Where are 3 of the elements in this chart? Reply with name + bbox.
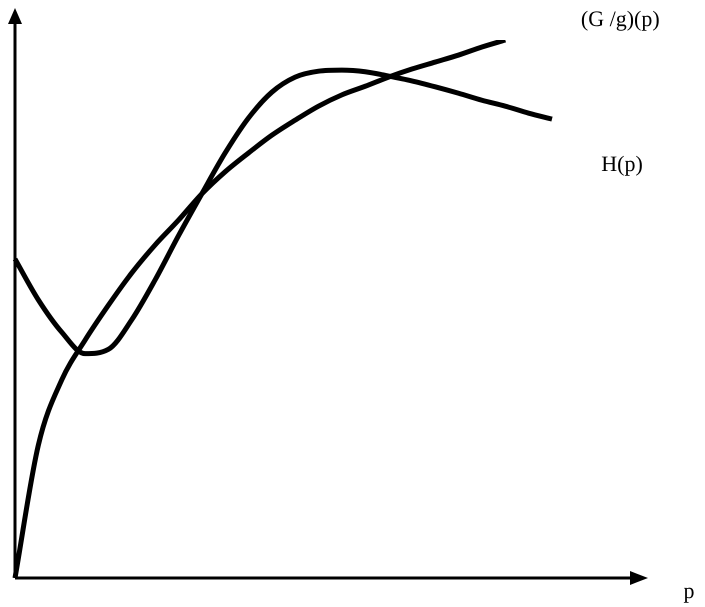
- text: (G /g)(p): [580, 6, 660, 31]
- text: p: [684, 578, 694, 603]
- text: H(p): [601, 150, 643, 176]
